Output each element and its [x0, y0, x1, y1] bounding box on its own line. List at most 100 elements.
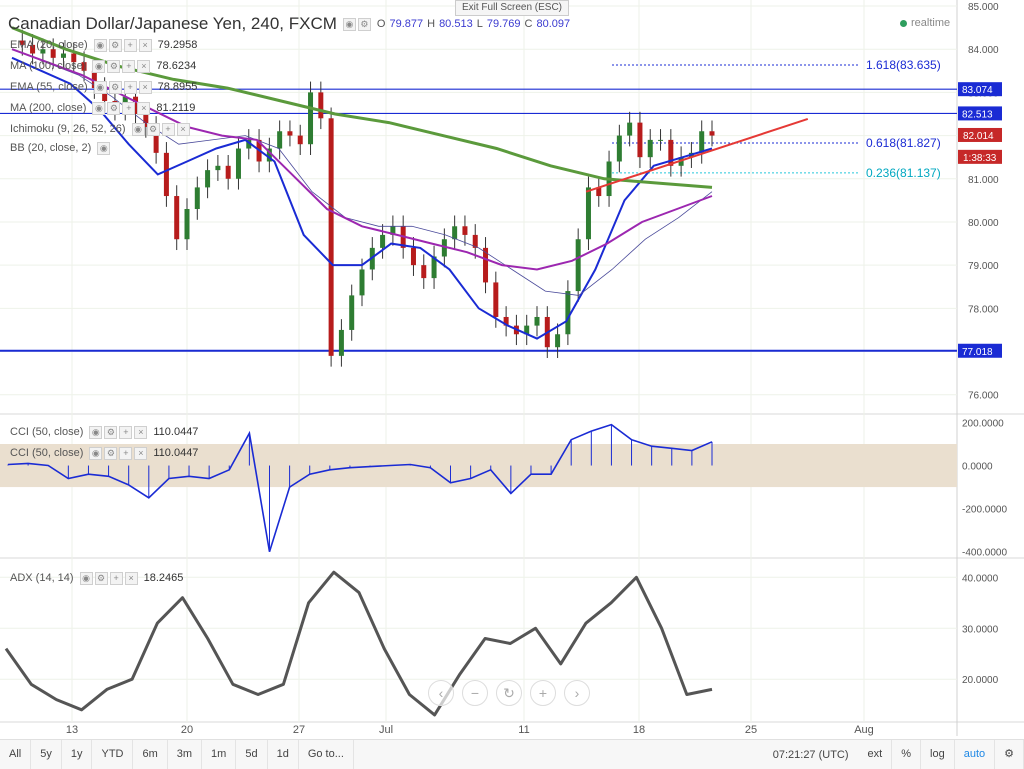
candle-body — [308, 92, 314, 145]
candle-body — [277, 131, 283, 149]
settings-icon: ⚙ — [108, 38, 122, 52]
close-value: 80.097 — [536, 18, 571, 30]
legend-ma100[interactable]: MA (100, close) ◉ ⚙ + × 78.6234 — [10, 59, 197, 73]
settings-icon[interactable]: ⚙ — [357, 17, 371, 31]
range-5d-button[interactable]: 5d — [236, 740, 268, 769]
close-icon: × — [138, 38, 152, 52]
scroll-right-icon[interactable]: › — [564, 680, 590, 706]
legend-value: 110.0447 — [153, 447, 199, 459]
percent-button[interactable]: % — [892, 740, 922, 769]
fib-level-label: 1.618(83.635) — [866, 58, 941, 72]
adx-tick-label: 40.0000 — [962, 573, 999, 584]
plus-icon: + — [123, 80, 137, 94]
y-tick-label: 76.000 — [968, 391, 999, 402]
x-tick-label: 27 — [293, 724, 305, 736]
eye-icon: ◉ — [79, 571, 93, 585]
candle-body — [421, 265, 427, 279]
range-1d-button[interactable]: 1d — [268, 740, 299, 769]
legend-adx[interactable]: ADX (14, 14) ◉ ⚙ + × 18.2465 — [10, 571, 184, 585]
range-5y-button[interactable]: 5y — [31, 740, 62, 769]
range-1m-button[interactable]: 1m — [202, 740, 237, 769]
candle-body — [19, 40, 25, 45]
x-tick-label: 11 — [518, 724, 529, 736]
plus-icon: + — [109, 571, 123, 585]
legend-cci-1[interactable]: CCI (50, close) ◉ ⚙ + × 110.0447 — [10, 425, 199, 439]
plus-icon: + — [123, 38, 137, 52]
y-tick-label: 85.000 — [968, 2, 999, 13]
legend-tools[interactable]: ◉ ⚙ + × — [89, 425, 148, 439]
candle-body — [81, 62, 87, 71]
candle-body — [668, 139, 674, 166]
ext-button[interactable]: ext — [859, 740, 893, 769]
candle-body — [658, 139, 664, 141]
candle-body — [637, 122, 643, 158]
gear-icon[interactable]: ⚙ — [995, 740, 1024, 769]
range-all-button[interactable]: All — [0, 740, 32, 769]
cci-band — [0, 444, 957, 488]
chart-title: Canadian Dollar/Japanese Yen, 240, FXCM — [8, 14, 337, 33]
x-tick-label: 20 — [181, 724, 193, 736]
candle-body — [534, 316, 540, 326]
candle-body — [163, 152, 169, 197]
zoom-out-icon[interactable]: − — [462, 680, 488, 706]
legend-ema55[interactable]: EMA (55, close) ◉ ⚙ + × 78.8955 — [10, 80, 198, 94]
log-button[interactable]: log — [921, 740, 955, 769]
legend-cci-2[interactable]: CCI (50, close) ◉ ⚙ + × 110.0447 — [10, 446, 199, 460]
scroll-left-icon[interactable]: ‹ — [428, 680, 454, 706]
realtime-dot-icon — [900, 19, 907, 27]
candle-body — [133, 96, 139, 114]
candle-body — [205, 170, 211, 188]
legend-ma200[interactable]: MA (200, close) ◉ ⚙ + × 81.2119 — [10, 101, 196, 115]
adx-tick-label: 30.0000 — [962, 624, 999, 635]
legend-bb[interactable]: BB (20, close, 2) ◉ — [10, 141, 111, 155]
legend-tools[interactable]: ◉ — [97, 141, 111, 155]
close-icon: × — [124, 571, 138, 585]
eye-icon: ◉ — [93, 38, 107, 52]
eye-icon[interactable]: ◉ — [342, 17, 356, 31]
zoom-controls[interactable]: ‹ − ↻ + › — [428, 680, 590, 706]
candle-body — [524, 325, 530, 335]
zoom-in-icon[interactable]: + — [530, 680, 556, 706]
legend-ema20[interactable]: EMA (20, close) ◉ ⚙ + × 79.2958 — [10, 38, 198, 52]
ema20-line — [11, 56, 713, 340]
legend-tools[interactable]: ◉ ⚙ + × — [79, 571, 138, 585]
auto-button[interactable]: auto — [955, 740, 996, 769]
candle-body — [287, 131, 293, 136]
reset-icon[interactable]: ↻ — [496, 680, 522, 706]
legend-tools[interactable]: ◉ ⚙ + × — [92, 101, 151, 115]
legend-tools[interactable]: ◉ ⚙ + × — [89, 446, 148, 460]
goto-button[interactable]: Go to... — [299, 740, 354, 769]
close-icon: × — [176, 122, 190, 136]
candle-body — [575, 239, 581, 292]
legend-tools[interactable]: ◉ ⚙ + × — [93, 38, 152, 52]
range-1y-button[interactable]: 1y — [62, 740, 93, 769]
candle-body — [483, 247, 489, 283]
candle-body — [153, 126, 159, 153]
candle-body — [71, 53, 77, 63]
exit-fullscreen-tooltip[interactable]: Exit Full Screen (ESC) — [455, 0, 569, 16]
candle-body — [441, 239, 447, 257]
legend-ichimoku[interactable]: Ichimoku (9, 26, 52, 26) ◉ ⚙ + × — [10, 122, 190, 136]
title-tools[interactable]: ◉ ⚙ — [342, 17, 371, 31]
eye-icon: ◉ — [89, 425, 103, 439]
range-ytd-button[interactable]: YTD — [92, 740, 134, 769]
legend-tools[interactable]: ◉ ⚙ + × — [92, 59, 151, 73]
low-value: 79.769 — [486, 18, 521, 30]
candle-body — [318, 92, 324, 119]
candle-body — [647, 139, 653, 158]
range-3m-button[interactable]: 3m — [168, 740, 203, 769]
legend-tools[interactable]: ◉ ⚙ + × — [93, 80, 152, 94]
legend-value: 18.2465 — [143, 572, 184, 584]
candle-body — [297, 135, 303, 145]
x-tick-label: Jul — [379, 724, 393, 736]
legend-value: 81.2119 — [156, 102, 196, 114]
legend-tools[interactable]: ◉ ⚙ + × — [131, 122, 190, 136]
eye-icon: ◉ — [92, 101, 106, 115]
level-price-label: 77.018 — [962, 347, 993, 358]
candle-body — [266, 148, 272, 162]
adx-tick-label: 20.0000 — [962, 675, 999, 686]
candle-body — [503, 316, 509, 326]
range-6m-button[interactable]: 6m — [133, 740, 168, 769]
candle-body — [174, 196, 180, 240]
level-price-label: 83.074 — [962, 85, 993, 96]
